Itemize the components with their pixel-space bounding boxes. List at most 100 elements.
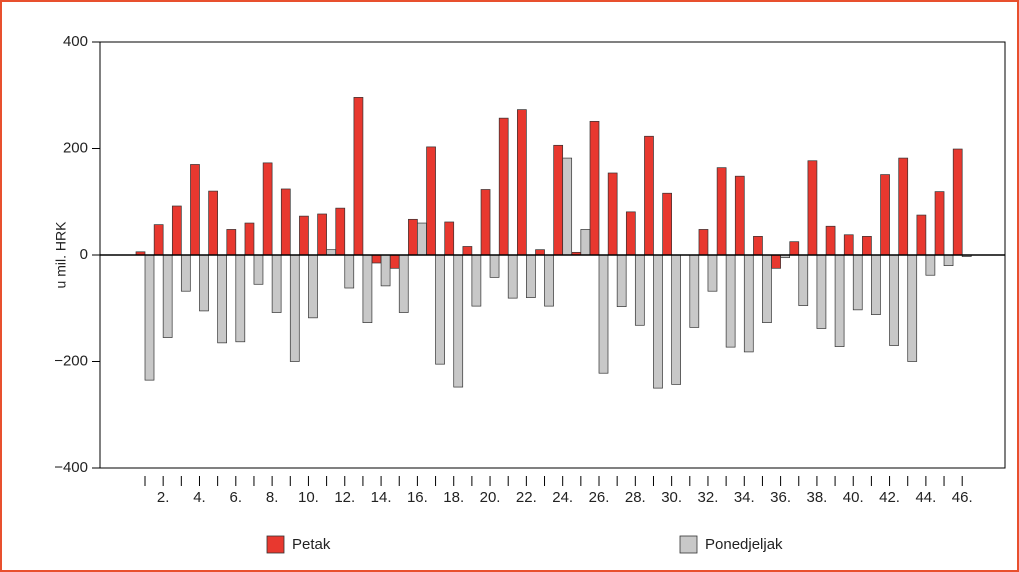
bar [489, 254, 500, 278]
bar [716, 167, 727, 256]
x-tick-label: 18. [443, 489, 464, 506]
bar [235, 254, 246, 343]
bar [907, 254, 918, 362]
bar [634, 254, 645, 326]
bar [671, 254, 681, 385]
bar [644, 135, 654, 256]
y-tick-label: −200 [54, 352, 88, 369]
bar [871, 254, 881, 315]
bar [607, 172, 618, 256]
x-tick-label: 44. [915, 489, 936, 506]
bar [280, 188, 291, 256]
bar [507, 254, 518, 299]
bar [580, 229, 591, 256]
bar [153, 224, 164, 256]
bar [144, 254, 155, 381]
bar [743, 254, 754, 353]
bar [707, 254, 718, 292]
bar [762, 254, 772, 323]
bar [789, 241, 800, 256]
bar [362, 254, 373, 323]
bar [244, 222, 255, 256]
y-tick-label: 400 [63, 33, 88, 50]
bar [308, 254, 318, 319]
bar [417, 222, 427, 256]
bar [199, 254, 209, 312]
bar [625, 211, 636, 256]
x-tick-label: 12. [334, 489, 355, 506]
bar [480, 189, 491, 256]
bar [426, 146, 436, 256]
bar [453, 254, 464, 388]
bar [843, 234, 854, 256]
bar [925, 254, 936, 276]
bar [535, 249, 545, 256]
bar [816, 254, 827, 329]
x-tick-label: 30. [661, 489, 682, 506]
bar [408, 218, 418, 256]
bar [589, 120, 600, 256]
bar [952, 148, 963, 256]
x-tick-label: 46. [952, 489, 973, 506]
bar [471, 254, 482, 307]
x-tick-label: 2. [157, 489, 170, 506]
bar [562, 157, 573, 256]
bar [753, 236, 763, 256]
bar [253, 254, 264, 285]
bar [171, 205, 182, 256]
bar [544, 254, 554, 307]
bar [598, 254, 609, 374]
bar [180, 254, 191, 292]
bar [353, 97, 364, 256]
x-tick-label: 8. [266, 489, 279, 506]
bar [689, 254, 700, 328]
bar [934, 191, 945, 256]
x-tick-label: 14. [371, 489, 392, 506]
legend-label: Petak [292, 536, 331, 553]
bar [217, 254, 227, 344]
bar [653, 254, 663, 389]
bar [825, 225, 836, 256]
bar [335, 207, 346, 256]
bar [289, 254, 300, 362]
bar [834, 254, 845, 347]
bar [371, 254, 382, 264]
bar [190, 164, 200, 256]
bar [498, 117, 509, 256]
x-tick-label: 26. [589, 489, 610, 506]
bar [862, 236, 872, 256]
bar [344, 254, 355, 289]
x-tick-label: 40. [843, 489, 864, 506]
bar [771, 254, 781, 269]
bar [435, 254, 445, 365]
bar [299, 215, 309, 256]
legend-label: Ponedjeljak [705, 536, 783, 553]
x-tick-label: 4. [193, 489, 206, 506]
x-tick-label: 24. [552, 489, 573, 506]
bar [943, 254, 954, 266]
x-tick-label: 10. [298, 489, 319, 506]
x-tick-label: 16. [407, 489, 428, 506]
bar [271, 254, 282, 313]
bar [462, 246, 473, 256]
x-tick-label: 20. [480, 489, 501, 506]
bar [734, 175, 745, 256]
x-tick-label: 22. [516, 489, 537, 506]
bar [553, 144, 564, 256]
legend-swatch [679, 535, 698, 554]
x-tick-label: 32. [698, 489, 719, 506]
x-tick-label: 6. [230, 489, 243, 506]
x-tick-label: 38. [806, 489, 827, 506]
bar [317, 213, 327, 256]
bar [389, 254, 400, 269]
y-tick-label: 200 [63, 139, 88, 156]
bar [398, 254, 409, 313]
bar [916, 214, 927, 256]
bar [208, 190, 218, 256]
bar [798, 254, 809, 306]
bar [326, 249, 336, 256]
y-tick-label: 0 [80, 246, 88, 263]
x-tick-label: 42. [879, 489, 900, 506]
bar [852, 254, 863, 311]
